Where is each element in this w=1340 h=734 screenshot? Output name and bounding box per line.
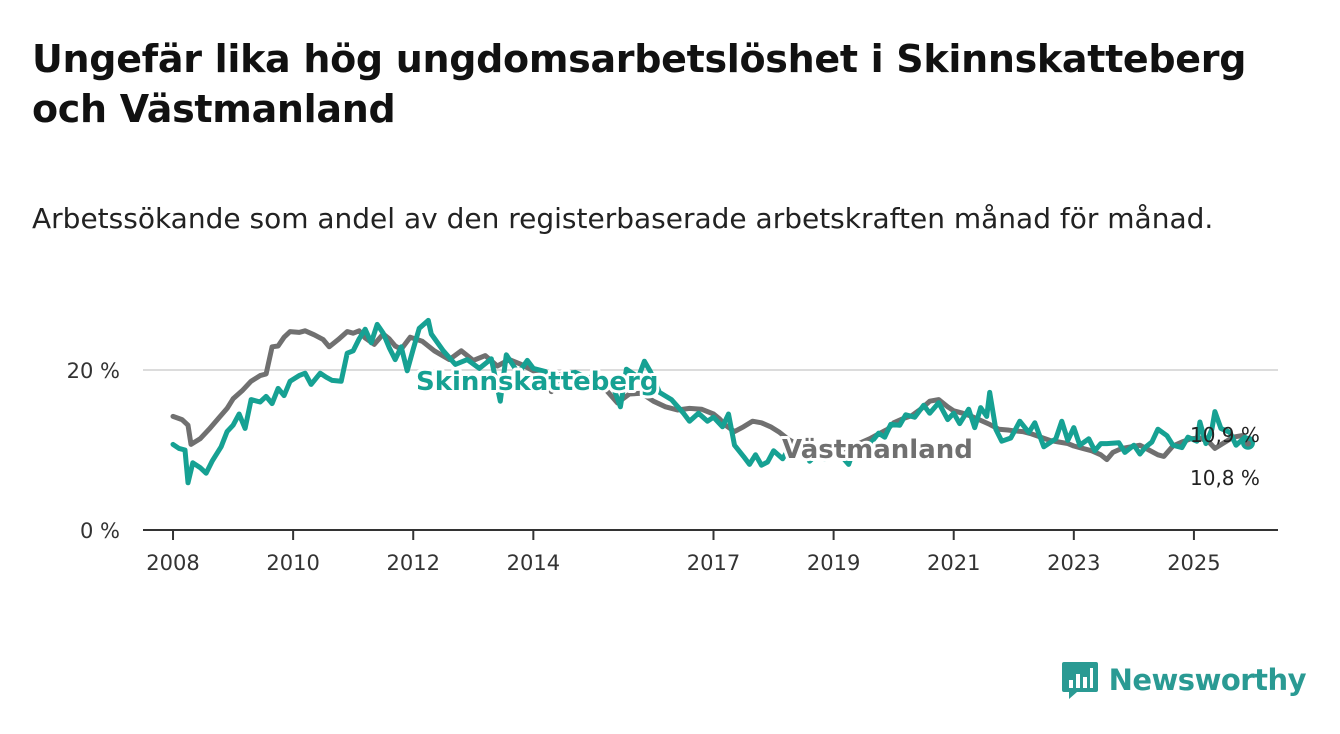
x-tick-label: 2023 (1047, 551, 1100, 575)
end-label-skinnskatteberg: 10,9 % (1190, 423, 1260, 447)
label-layer: Västmanland Skinnskatteberg 10,9 % 10,8 % (413, 364, 1260, 490)
end-point-vastmanland (1244, 440, 1251, 447)
axis-layer: 0 % 20 % 2008 2010 2012 2014 2017 2019 2021 2023 2… (67, 359, 1278, 575)
y-tick-label: 20 % (67, 359, 120, 383)
x-tick-label: 2019 (807, 551, 860, 575)
chart-title: Ungefär lika hög ungdomsarbetslöshet i S… (32, 37, 1247, 131)
chart-subtitle: Arbetssökande som andel av den registerb… (32, 202, 1214, 235)
end-label-vastmanland: 10,8 % (1190, 466, 1260, 490)
x-tick-label: 2014 (507, 551, 560, 575)
x-tick-label: 2010 (266, 551, 319, 575)
series-label-skinnskatteberg: Skinnskatteberg (416, 367, 658, 397)
series-label-vastmanland: Västmanland (782, 435, 973, 465)
bar-chart-icon (1061, 662, 1098, 699)
x-tick-label: 2012 (387, 551, 440, 575)
y-tick-label: 0 % (80, 519, 120, 543)
brand-name: Newsworthy (1108, 663, 1307, 697)
x-tick-label: 2017 (687, 551, 740, 575)
newsworthy-logo: Newsworthy (1061, 660, 1307, 700)
x-tick-label: 2025 (1167, 551, 1220, 575)
series-line-skinnskatteberg (170, 317, 1251, 486)
x-tick-label: 2021 (927, 551, 980, 575)
x-tick-label: 2008 (146, 551, 199, 575)
series-layer (170, 317, 1251, 486)
